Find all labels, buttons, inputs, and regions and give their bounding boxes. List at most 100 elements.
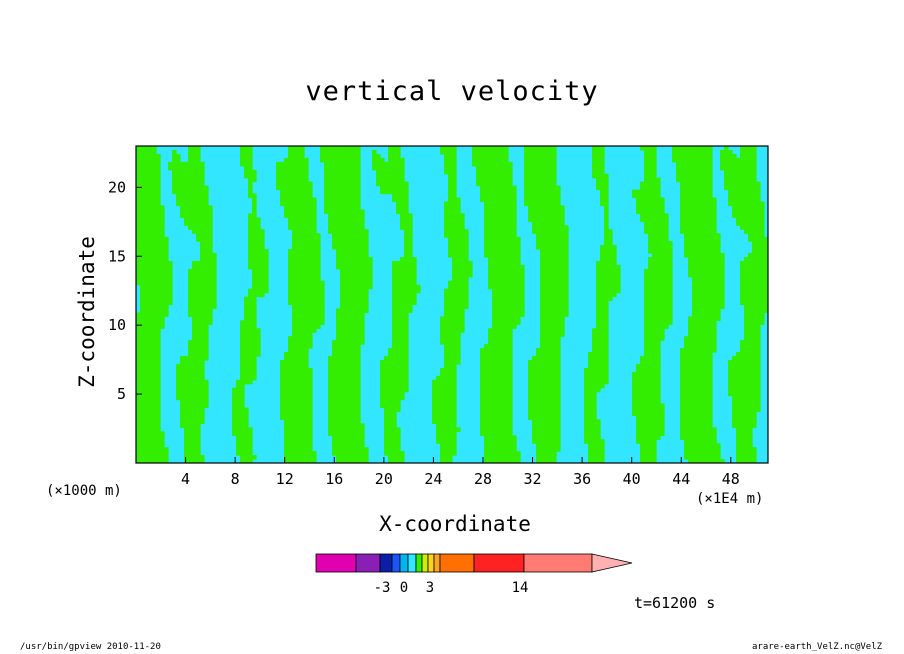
positive-cell: [452, 252, 457, 258]
positive-cell: [548, 320, 553, 325]
positive-cell: [304, 403, 309, 409]
positive-cell: [252, 268, 257, 274]
positive-cell: [552, 383, 557, 389]
positive-cell: [252, 312, 257, 317]
positive-cell: [344, 340, 349, 345]
positive-cell: [140, 348, 145, 353]
positive-cell: [504, 241, 509, 246]
positive-cell: [552, 241, 557, 246]
positive-cell: [320, 300, 325, 306]
positive-cell: [344, 363, 349, 369]
positive-cell: [340, 367, 345, 373]
positive-cell: [184, 395, 189, 401]
positive-cell: [204, 324, 209, 329]
positive-cell: [152, 411, 157, 417]
positive-cell: [656, 415, 661, 421]
positive-cell: [344, 324, 349, 329]
positive-cell: [300, 272, 305, 278]
positive-cell: [396, 403, 401, 409]
positive-cell: [704, 328, 709, 333]
positive-cell: [492, 391, 497, 397]
positive-cell: [408, 225, 413, 230]
positive-cell: [196, 383, 201, 389]
positive-cell: [448, 447, 453, 452]
positive-cell: [760, 256, 765, 262]
positive-cell: [204, 292, 209, 298]
positive-cell: [700, 276, 705, 282]
positive-cell: [156, 395, 161, 401]
positive-cell: [744, 340, 749, 345]
positive-cell: [556, 415, 561, 421]
positive-cell: [192, 459, 197, 463]
positive-cell: [444, 411, 449, 417]
positive-cell: [368, 284, 373, 290]
positive-cell: [700, 284, 705, 290]
positive-cell: [336, 352, 341, 357]
positive-cell: [444, 308, 449, 314]
positive-cell: [532, 375, 537, 381]
positive-cell: [464, 229, 469, 234]
positive-cell: [688, 411, 693, 417]
positive-cell: [752, 324, 757, 329]
positive-cell: [656, 371, 661, 377]
positive-cell: [148, 340, 153, 345]
positive-cell: [160, 256, 165, 262]
positive-cell: [444, 359, 449, 365]
positive-cell: [732, 419, 737, 424]
positive-cell: [540, 371, 545, 377]
positive-cell: [184, 423, 189, 428]
positive-cell: [408, 237, 413, 242]
positive-cell: [480, 383, 485, 389]
positive-cell: [648, 391, 653, 397]
positive-cell: [248, 340, 253, 345]
positive-cell: [696, 387, 701, 393]
positive-cell: [144, 455, 149, 460]
positive-cell: [504, 387, 509, 393]
positive-cell: [696, 233, 701, 238]
positive-cell: [608, 284, 613, 290]
positive-cell: [244, 439, 249, 444]
positive-cell: [396, 439, 401, 444]
positive-cell: [528, 407, 533, 413]
positive-cell: [684, 395, 689, 401]
positive-cell: [328, 431, 333, 436]
positive-cell: [260, 229, 265, 234]
positive-cell: [488, 435, 493, 440]
positive-cell: [348, 431, 353, 436]
positive-cell: [656, 387, 661, 393]
positive-cell: [500, 320, 505, 325]
positive-cell: [336, 241, 341, 246]
positive-cell: [384, 443, 389, 448]
positive-cell: [564, 284, 569, 290]
positive-cell: [188, 280, 193, 286]
positive-cell: [340, 419, 345, 424]
positive-cell: [484, 427, 489, 432]
positive-cell: [512, 280, 517, 286]
positive-cell: [312, 233, 317, 238]
positive-cell: [508, 451, 513, 456]
positive-cell: [552, 316, 557, 321]
positive-cell: [748, 300, 753, 306]
positive-cell: [364, 288, 369, 294]
positive-cell: [684, 403, 689, 409]
positive-cell: [260, 268, 265, 274]
positive-cell: [184, 375, 189, 381]
positive-cell: [708, 245, 713, 250]
positive-cell: [740, 419, 745, 424]
positive-cell: [664, 316, 669, 321]
positive-cell: [492, 328, 497, 333]
positive-cell: [400, 451, 405, 456]
positive-cell: [540, 451, 545, 456]
positive-cell: [344, 217, 349, 222]
positive-cell: [644, 443, 649, 448]
positive-cell: [160, 316, 165, 321]
positive-cell: [140, 308, 145, 314]
positive-cell: [708, 344, 713, 349]
positive-cell: [756, 320, 761, 325]
positive-cell: [596, 332, 601, 337]
positive-cell: [504, 276, 509, 282]
positive-cell: [260, 233, 265, 238]
positive-cell: [140, 217, 145, 222]
positive-cell: [712, 439, 717, 444]
positive-cell: [336, 332, 341, 337]
